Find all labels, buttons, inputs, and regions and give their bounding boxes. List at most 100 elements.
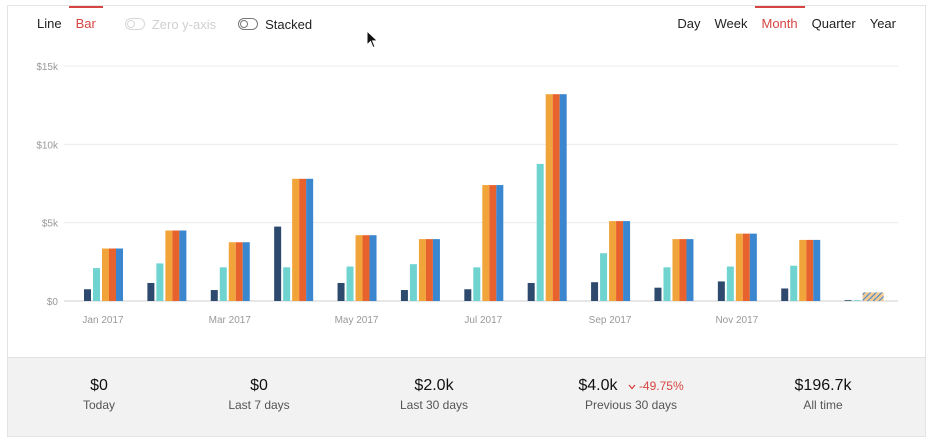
bar-may-2017-s4[interactable]	[369, 235, 377, 301]
bar-oct-2017-s0[interactable]	[654, 287, 662, 301]
bar-jan-2017-s0[interactable]	[84, 289, 91, 301]
bar-may-2017-s1[interactable]	[346, 266, 354, 301]
bar-feb-2017-s1[interactable]	[156, 263, 164, 301]
bar-jun-2017-s3[interactable]	[425, 239, 433, 301]
bar-dec-2017-s2[interactable]	[799, 239, 807, 301]
bar-jul-2017-s1[interactable]	[473, 267, 481, 301]
x-tick-label: Nov 2017	[715, 315, 758, 326]
x-tick-label: Jul 2017	[464, 315, 502, 326]
bar-jan-2018-s3[interactable]	[869, 292, 877, 301]
zero-y-axis-label: Zero y-axis	[151, 16, 217, 32]
bar-jun-2017-s2[interactable]	[418, 239, 426, 301]
bar-jan-2017-s4[interactable]	[116, 248, 123, 301]
summary-stats-bar: $0 Today $0 Last 7 days $2.0k Last 30 da…	[8, 357, 925, 436]
bar-jun-2017-s0[interactable]	[400, 290, 408, 301]
bar-jan-2018-s4[interactable]	[876, 292, 884, 301]
bar-may-2017-s2[interactable]	[355, 235, 363, 301]
bar-apr-2017-s0[interactable]	[274, 226, 282, 301]
tab-year[interactable]: Year	[869, 16, 896, 31]
bar-nov-2017-s0[interactable]	[717, 281, 725, 301]
bar-sep-2017-s0[interactable]	[591, 282, 599, 301]
y-tick-label: $0	[47, 297, 59, 308]
bar-aug-2017-s1[interactable]	[536, 163, 544, 301]
bar-feb-2017-s3[interactable]	[172, 230, 180, 302]
bar-dec-2017-s3[interactable]	[806, 239, 814, 301]
bar-oct-2017-s4[interactable]	[686, 239, 694, 301]
stat-label: Last 7 days	[228, 398, 290, 412]
bar-jun-2017-s1[interactable]	[409, 264, 417, 301]
bar-oct-2017-s1[interactable]	[663, 267, 671, 301]
bar-oct-2017-s2[interactable]	[672, 239, 680, 301]
chevron-down-icon	[628, 384, 636, 390]
bar-jun-2017-s4[interactable]	[432, 239, 440, 301]
bar-aug-2017-s0[interactable]	[527, 282, 535, 301]
bar-apr-2017-s3[interactable]	[299, 178, 307, 301]
bar-jul-2017-s3[interactable]	[489, 185, 497, 301]
bar-nov-2017-s3[interactable]	[742, 233, 750, 301]
tab-quarter[interactable]: Quarter	[811, 16, 856, 31]
bar-dec-2017-s0[interactable]	[781, 288, 789, 301]
bar-apr-2017-s1[interactable]	[283, 267, 291, 301]
stat-label: Last 30 days	[399, 398, 469, 412]
bar-nov-2017-s4[interactable]	[749, 233, 757, 301]
stat-value: $0	[250, 377, 268, 394]
bar-sep-2017-s1[interactable]	[600, 253, 608, 301]
tab-line[interactable]: Line	[37, 16, 62, 31]
bar-sep-2017-s2[interactable]	[609, 221, 617, 301]
bar-sep-2017-s3[interactable]	[616, 221, 624, 301]
bar-mar-2017-s1[interactable]	[219, 267, 227, 301]
bar-jan-2017-s1[interactable]	[93, 268, 100, 301]
bar-dec-2017-s4[interactable]	[813, 239, 821, 301]
stacked-toggle[interactable]: Stacked	[238, 17, 312, 32]
bar-may-2017-s3[interactable]	[362, 235, 370, 301]
x-tick-label: Mar 2017	[209, 315, 252, 326]
stat-label: Previous 30 days	[584, 398, 678, 412]
bar-may-2017-s0[interactable]	[337, 282, 345, 301]
stat-change: -49.75%	[628, 379, 684, 393]
y-tick-label: $10k	[36, 140, 59, 151]
tab-month[interactable]: Month	[754, 6, 805, 42]
bar-jul-2017-s4[interactable]	[496, 185, 504, 301]
bar-aug-2017-s4[interactable]	[559, 94, 567, 301]
stat-change-value: -49.75%	[638, 379, 684, 393]
stat-previous-30-days: $4.0k -49.75% Previous 30 days	[541, 376, 721, 412]
bar-jan-2017-s2[interactable]	[102, 248, 109, 301]
bar-sep-2017-s4[interactable]	[623, 221, 631, 301]
tab-week[interactable]: Week	[714, 16, 748, 31]
bar-jan-2018-s0[interactable]	[844, 300, 852, 301]
bar-aug-2017-s2[interactable]	[545, 94, 553, 301]
bar-jul-2017-s2[interactable]	[482, 185, 490, 301]
bar-mar-2017-s2[interactable]	[228, 242, 236, 301]
bar-feb-2017-s2[interactable]	[165, 230, 173, 302]
toggle-switch-icon	[124, 18, 145, 30]
bar-jan-2017-s3[interactable]	[109, 248, 116, 301]
stat-today: $0 Today	[9, 376, 189, 412]
zero-y-axis-toggle: Zero y-axis	[124, 16, 217, 32]
x-tick-label: Sep 2017	[589, 315, 632, 326]
x-tick-label: Jan 2017	[82, 315, 124, 326]
bar-jan-2018-s2[interactable]	[862, 292, 870, 301]
stat-label: All time	[803, 398, 843, 412]
tab-bar[interactable]: Bar	[68, 6, 104, 42]
period-toolbar: Day Week Month Quarter Year	[670, 6, 903, 42]
bar-jul-2017-s0[interactable]	[464, 289, 472, 301]
bar-feb-2017-s0[interactable]	[147, 282, 155, 301]
chart-type-toolbar: Line Bar Zero y-axis Stacked	[30, 6, 312, 42]
bar-apr-2017-s2[interactable]	[292, 178, 300, 301]
bar-dec-2017-s1[interactable]	[790, 265, 798, 301]
bar-mar-2017-s4[interactable]	[242, 242, 250, 301]
stacked-label: Stacked	[265, 16, 313, 32]
stat-last-7-days: $0 Last 7 days	[169, 376, 349, 412]
tab-day[interactable]: Day	[677, 16, 701, 31]
bar-apr-2017-s4[interactable]	[306, 178, 314, 301]
bar-oct-2017-s3[interactable]	[679, 239, 687, 301]
bar-mar-2017-s3[interactable]	[235, 242, 243, 301]
bar-nov-2017-s2[interactable]	[735, 233, 743, 301]
bar-mar-2017-s0[interactable]	[210, 290, 218, 301]
bar-chart: $0 $5k $10k $15k Jan 2017 Mar 2017 May 2017 Ju…	[36, 62, 898, 326]
bar-feb-2017-s4[interactable]	[179, 230, 187, 302]
bar-aug-2017-s3[interactable]	[552, 94, 560, 301]
bar-nov-2017-s1[interactable]	[726, 266, 734, 301]
bar-jan-2018-s1[interactable]	[853, 300, 861, 301]
stat-all-time: $196.7k All time	[733, 376, 913, 412]
